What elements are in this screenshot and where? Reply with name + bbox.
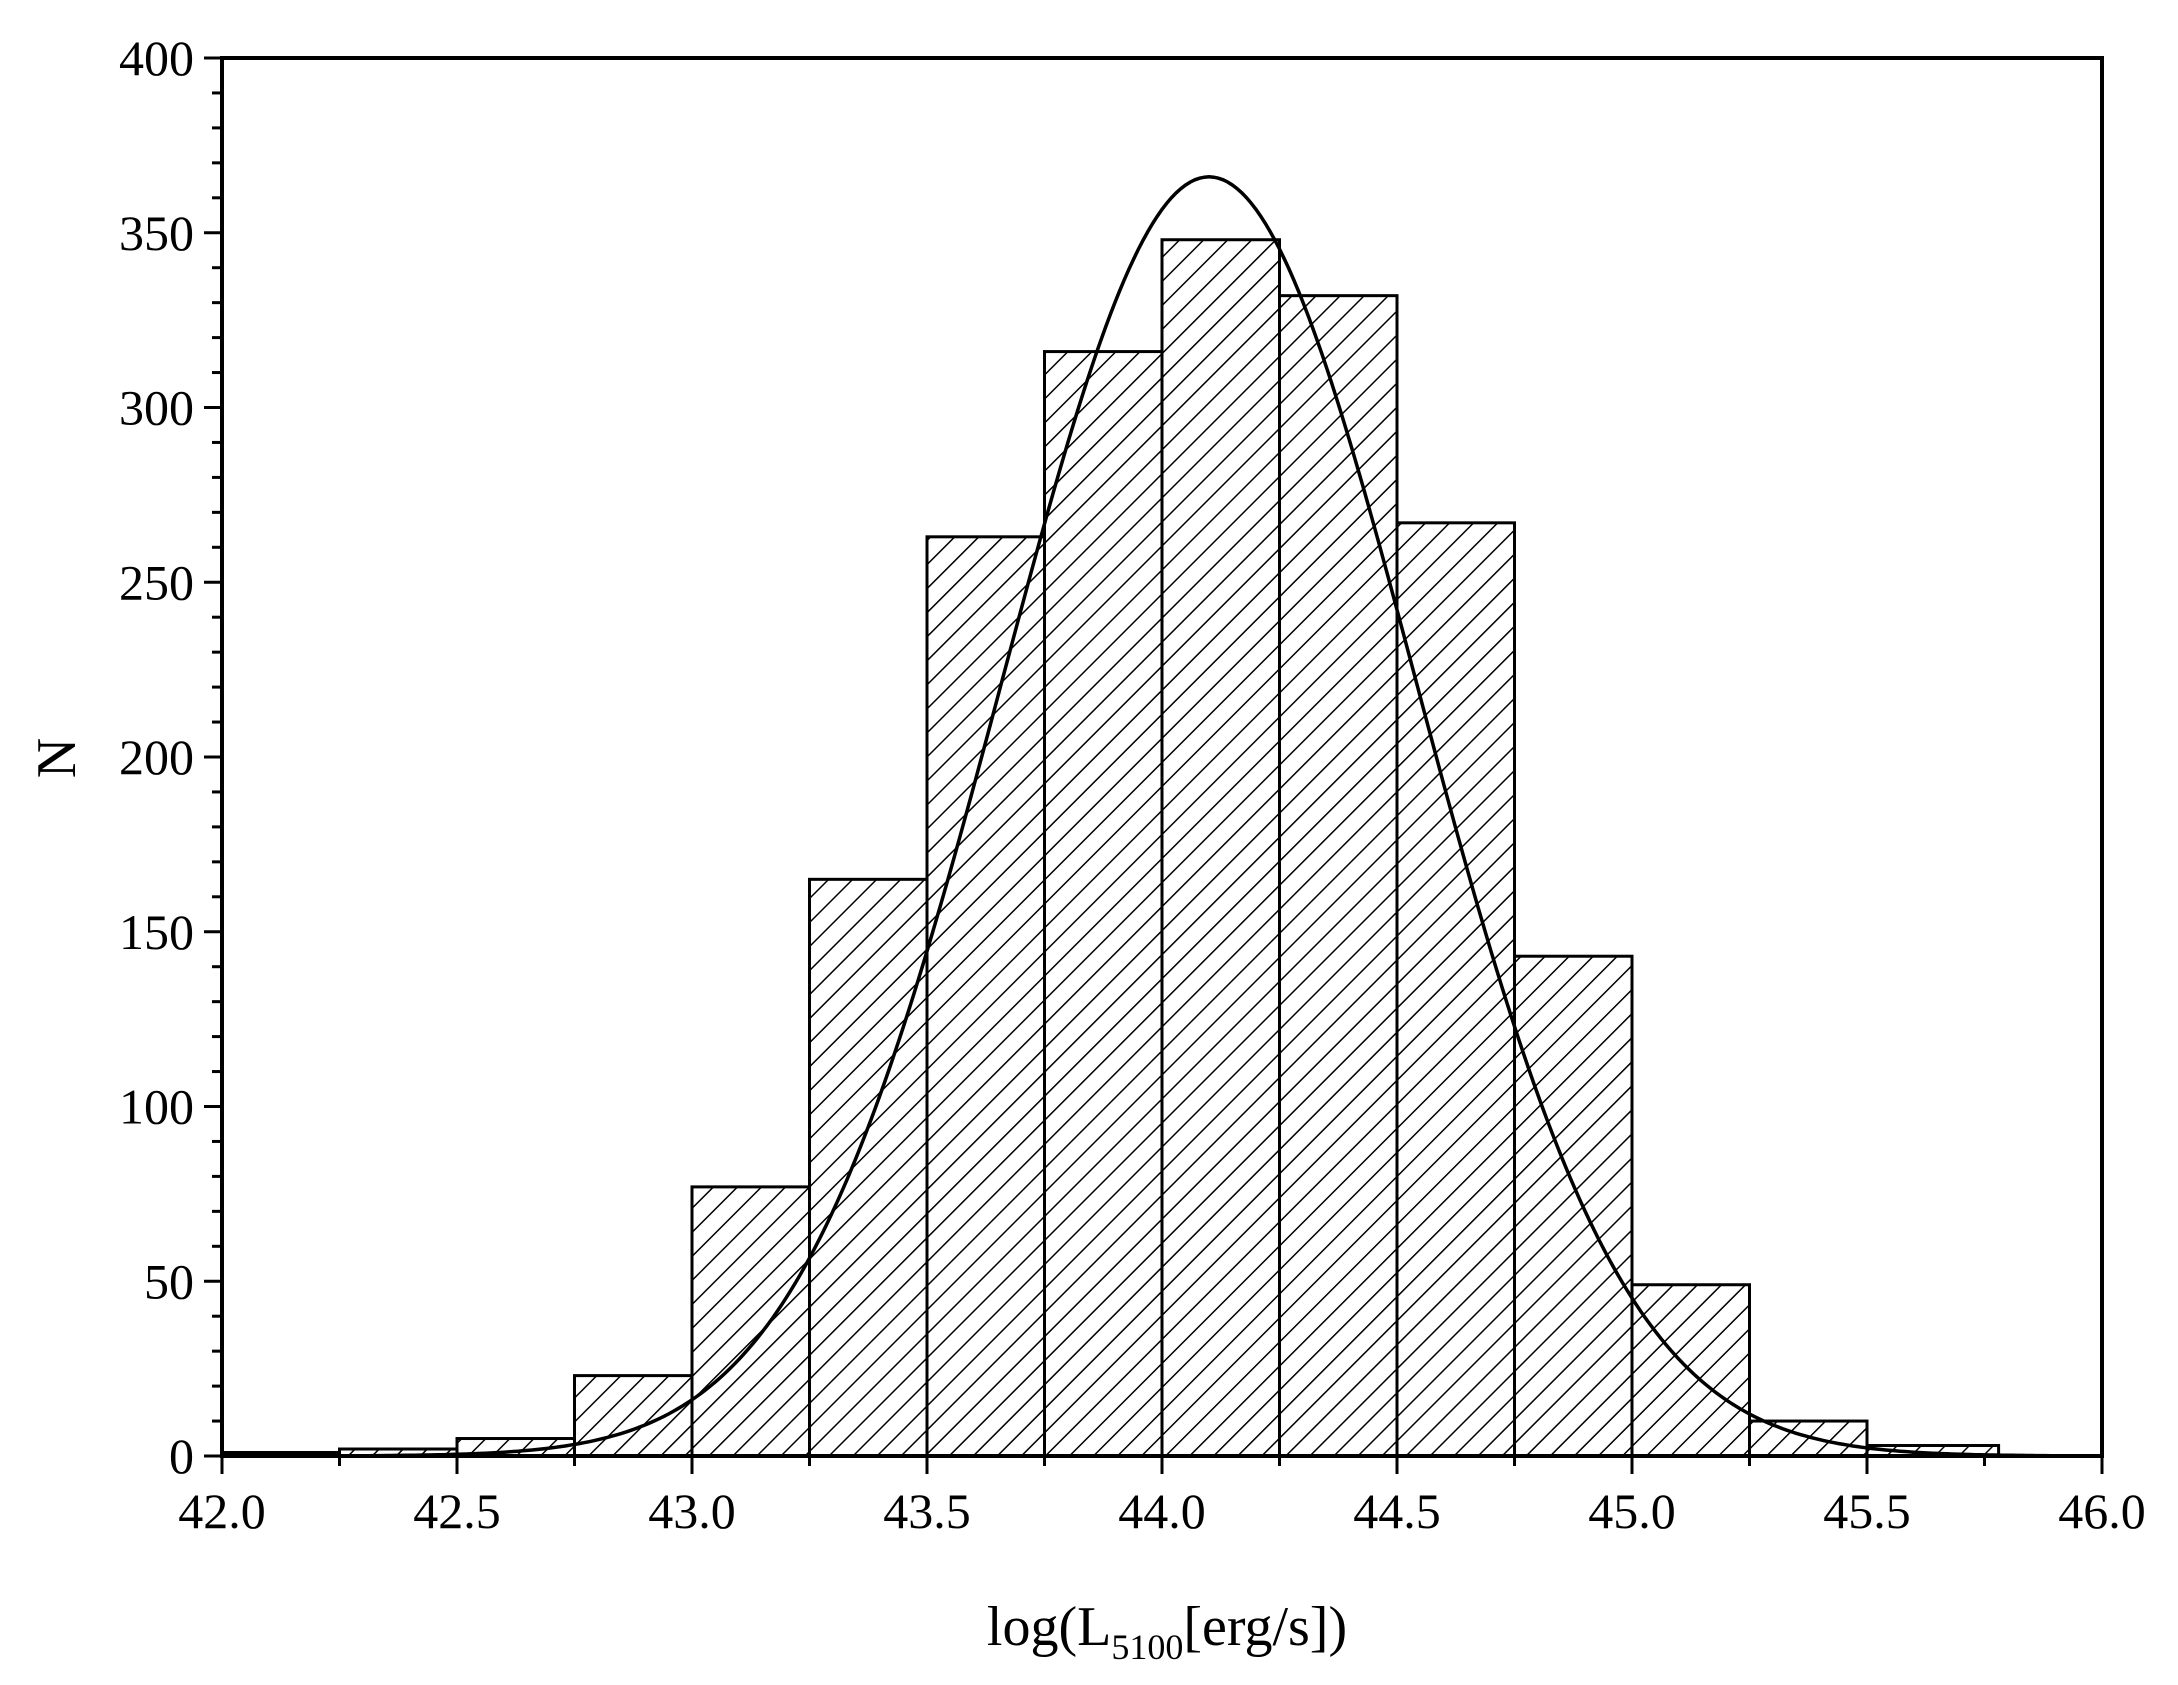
x-axis-label: log(L5100[erg/s]) [987, 1596, 1347, 1667]
histogram-bar-3 [573, 1374, 694, 1458]
x-tick-label: 43.5 [883, 1483, 971, 1539]
y-tick-label: 0 [169, 1428, 194, 1484]
histogram-bar-5 [808, 877, 929, 1458]
histogram-bar-6 [925, 535, 1046, 1458]
y-tick-label: 100 [119, 1079, 194, 1135]
y-tick-label: 400 [119, 30, 194, 86]
gaussian-fit-curve [222, 175, 2102, 1458]
x-tick-label: 42.5 [413, 1483, 501, 1539]
y-tick-label: 300 [119, 380, 194, 436]
y-axis-label: N [26, 738, 88, 778]
y-tick-label: 350 [119, 205, 194, 261]
x-tick-label: 45.0 [1588, 1483, 1676, 1539]
x-tick-label: 45.5 [1823, 1483, 1911, 1539]
x-axis-label-subscript: 5100 [1111, 1627, 1183, 1667]
histogram-bar-8 [1160, 238, 1281, 1458]
y-tick-label: 50 [144, 1253, 194, 1309]
histogram-bar-10 [1395, 521, 1516, 1458]
histogram-bar-9 [1278, 294, 1399, 1458]
x-axis-label-suffix: [erg/s]) [1183, 1596, 1347, 1658]
histogram-bar-7 [1043, 350, 1164, 1458]
x-tick-label: 43.0 [648, 1483, 736, 1539]
x-tick-label: 46.0 [2058, 1483, 2146, 1539]
histogram-bar-4 [690, 1185, 811, 1458]
histogram-bar-11 [1513, 954, 1634, 1458]
histogram-bars [220, 238, 2001, 1458]
y-axis-ticks: 0 50 100 150 200 250 300 350 400 [119, 30, 222, 1484]
x-tick-label: 44.0 [1118, 1483, 1206, 1539]
y-tick-label: 150 [119, 904, 194, 960]
x-tick-label: 42.0 [178, 1483, 266, 1539]
x-axis-ticks: 42.0 42.5 43.0 43.5 44.0 44.5 45.0 45.5 46.0 [178, 1456, 2146, 1539]
x-axis-label-prefix: log(L [987, 1596, 1111, 1658]
x-tick-label: 44.5 [1353, 1483, 1441, 1539]
y-tick-label: 200 [119, 729, 194, 785]
y-tick-label: 250 [119, 554, 194, 610]
